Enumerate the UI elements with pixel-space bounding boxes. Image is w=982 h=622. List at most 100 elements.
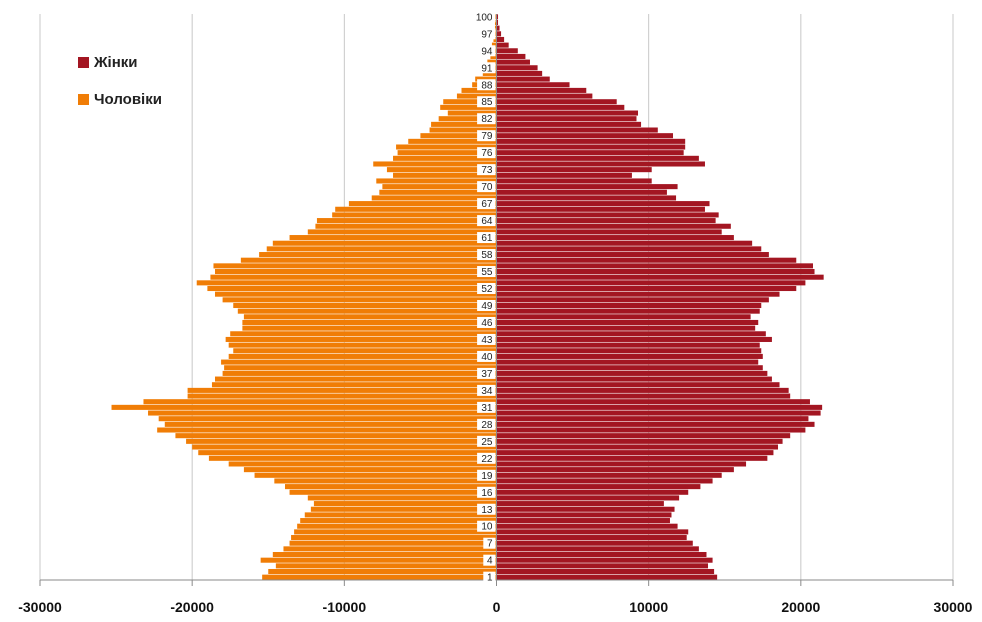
bar-men-age-1: [262, 574, 497, 580]
y-tick-label-97: 97: [481, 29, 493, 40]
y-tick-bg-58: [477, 249, 496, 261]
bar-women-age-79: [496, 133, 674, 139]
bar-women-age-90: [496, 70, 543, 76]
bar-women-age-28: [496, 421, 815, 427]
bar-men-age-9: [294, 529, 497, 535]
bar-women-age-16: [496, 489, 689, 495]
bar-men-age-79: [420, 133, 497, 139]
bar-men-age-33: [187, 393, 497, 399]
bar-women-age-61: [496, 235, 734, 241]
bar-men-age-87: [461, 87, 497, 93]
y-tick-label-82: 82: [481, 114, 493, 125]
bar-women-age-33: [496, 393, 791, 399]
bar-women-age-42: [496, 342, 760, 348]
bar-men-age-63: [315, 223, 497, 229]
bar-men-age-12: [304, 512, 497, 518]
y-tick-bg-37: [477, 367, 496, 379]
bar-women-age-23: [496, 450, 774, 456]
bar-men-age-18: [274, 478, 497, 484]
y-tick-label-25: 25: [481, 437, 493, 448]
y-tick-bg-31: [477, 401, 496, 413]
bar-women-age-86: [496, 93, 593, 99]
y-tick-label-46: 46: [481, 318, 493, 329]
bar-men-age-54: [210, 274, 497, 280]
bar-men-age-98: [494, 25, 497, 31]
bar-women-age-37: [496, 370, 768, 376]
bar-women-age-75: [496, 155, 699, 161]
bar-women-age-74: [496, 161, 705, 167]
bar-women-age-91: [496, 65, 538, 71]
bar-men-age-6: [283, 546, 497, 552]
y-tick-bg-25: [477, 435, 496, 447]
bar-women-age-78: [496, 138, 686, 144]
y-tick-bg-88: [477, 79, 496, 91]
bar-women-age-34: [496, 387, 789, 393]
bar-women-age-13: [496, 506, 675, 512]
bar-men-age-74: [373, 161, 497, 167]
bar-men-age-58: [259, 252, 497, 258]
bar-women-age-44: [496, 331, 766, 337]
y-tick-label-4: 4: [487, 556, 493, 567]
bar-women-age-25: [496, 438, 783, 444]
bar-women-age-10: [496, 523, 678, 529]
bar-men-age-41: [233, 348, 497, 354]
bar-men-age-50: [222, 297, 497, 303]
y-tick-bg-28: [477, 418, 496, 430]
bar-men-age-29: [158, 416, 497, 422]
y-tick-label-70: 70: [481, 182, 493, 193]
bar-women-age-60: [496, 240, 753, 246]
bar-men-age-86: [456, 93, 497, 99]
y-tick-bg-46: [477, 316, 496, 328]
bar-women-age-7: [496, 540, 693, 546]
bar-women-age-55: [496, 269, 815, 275]
bar-men-age-20: [243, 467, 497, 473]
y-tick-bg-61: [477, 232, 496, 244]
bar-men-age-70: [382, 184, 497, 190]
bar-women-age-59: [496, 246, 762, 252]
y-tick-bg-100: [470, 11, 496, 23]
y-tick-label-91: 91: [481, 63, 493, 74]
bar-women-age-32: [496, 399, 810, 405]
bar-men-age-26: [175, 433, 497, 439]
bar-women-age-17: [496, 484, 701, 490]
bar-women-age-41: [496, 348, 762, 354]
x-tick-label-5: 20000: [781, 599, 820, 615]
bar-women-age-81: [496, 121, 642, 127]
y-tick-bg-4: [483, 554, 496, 566]
bar-women-age-53: [496, 280, 806, 286]
x-tick-label-4: 10000: [629, 599, 668, 615]
bar-women-age-93: [496, 53, 526, 59]
bar-women-age-98: [496, 25, 500, 31]
bar-women-age-65: [496, 212, 719, 218]
bar-men-age-42: [228, 342, 497, 348]
bar-women-age-27: [496, 427, 806, 433]
bar-women-age-51: [496, 291, 780, 297]
bar-women-age-29: [496, 416, 809, 422]
bar-men-age-21: [228, 461, 497, 467]
y-tick-label-28: 28: [481, 420, 493, 431]
legend-label-men: Чоловіки: [94, 90, 162, 108]
y-tick-bg-64: [477, 215, 496, 227]
bar-men-age-62: [307, 229, 497, 235]
bar-men-age-14: [313, 501, 497, 507]
bar-women-age-22: [496, 455, 768, 461]
bar-men-age-83: [447, 110, 497, 116]
y-tick-bg-7: [483, 537, 496, 549]
bar-women-age-5: [496, 552, 707, 558]
bar-women-age-50: [496, 297, 769, 303]
x-axis: -30000 -20000 -10000 0 10000 20000 30000: [18, 14, 973, 615]
bar-men-age-61: [289, 235, 497, 241]
bar-men-age-45: [242, 325, 497, 331]
bar-men-age-76: [397, 150, 497, 156]
bar-men-age-49: [233, 302, 497, 309]
bar-women-age-73: [496, 167, 652, 173]
y-tick-bg-97: [477, 28, 496, 40]
bar-women-age-62: [496, 229, 722, 235]
y-tick-label-16: 16: [481, 488, 493, 499]
bar-men-age-78: [408, 138, 497, 144]
bar-women-age-70: [496, 184, 678, 190]
y-tick-bg-40: [477, 350, 496, 362]
bar-women-age-15: [496, 495, 680, 501]
bar-men-age-7: [289, 540, 497, 546]
